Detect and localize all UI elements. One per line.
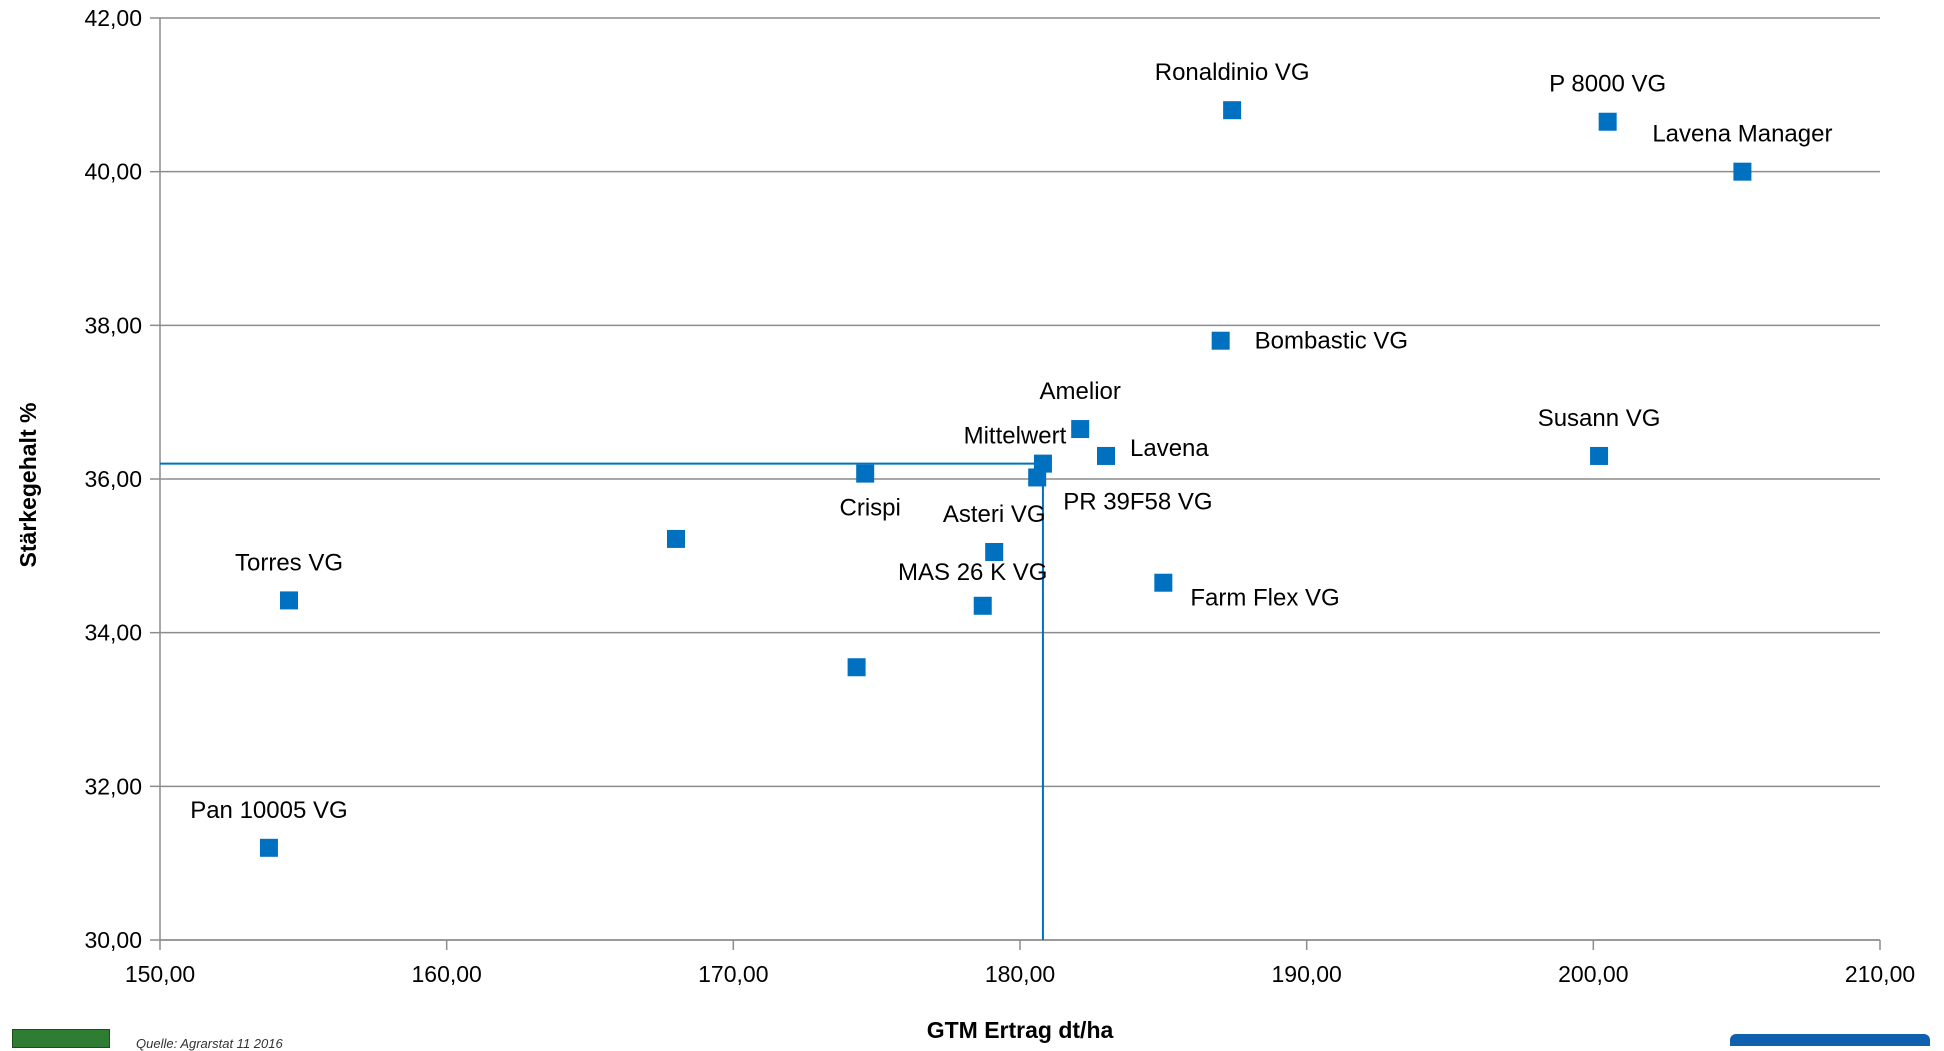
y-tick-label: 30,00	[84, 927, 142, 953]
point-label: Susann VG	[1538, 405, 1661, 432]
scatter-point	[847, 658, 866, 677]
gridlines	[160, 17, 1880, 941]
point-label: PR 39F58 VG	[1063, 488, 1212, 515]
x-tick-label: 200,00	[1558, 961, 1628, 987]
y-tick-label: 38,00	[84, 312, 142, 338]
scatter-point	[1028, 468, 1047, 487]
scatter-point	[1223, 101, 1242, 120]
scatter-point	[1211, 331, 1230, 350]
point-label: MAS 26 K VG	[898, 559, 1047, 586]
tick-labels: 30,00 32,00 34,00 36,00 38,00 40,00 42,00 150,0…	[84, 5, 1915, 987]
point-label: Asteri VG	[943, 501, 1046, 528]
scatter-point	[1154, 573, 1173, 592]
point-label: Farm Flex VG	[1190, 585, 1339, 612]
x-tick-label: 170,00	[698, 961, 768, 987]
scatter-point	[1033, 454, 1052, 473]
point-label: Ronaldinio VG	[1155, 59, 1310, 86]
x-tick-label: 210,00	[1845, 961, 1915, 987]
y-tick-label: 36,00	[84, 466, 142, 492]
x-tick-label: 190,00	[1271, 961, 1341, 987]
data-points	[259, 101, 1752, 857]
scatter-point	[1097, 446, 1115, 465]
brand-logo-right	[1730, 1034, 1930, 1046]
y-axis-title: Stärkegehalt %	[15, 403, 41, 568]
scatter-point	[1733, 162, 1752, 181]
x-tick-label: 180,00	[985, 961, 1055, 987]
reference-lines	[160, 462, 1044, 940]
point-label: Lavena Manager	[1652, 121, 1832, 148]
scatter-point	[667, 529, 685, 548]
y-tick-label: 32,00	[84, 773, 142, 799]
y-tick-label: 40,00	[84, 159, 142, 185]
scatter-point	[259, 838, 278, 857]
scatter-point	[1071, 420, 1090, 439]
scatter-point	[856, 464, 875, 483]
point-label: Crispi	[840, 495, 901, 522]
scatter-point	[1590, 446, 1609, 465]
scatter-point	[985, 542, 1004, 561]
y-tick-label: 42,00	[84, 5, 142, 31]
scatter-point	[1598, 112, 1617, 131]
point-label: Lavena	[1130, 435, 1209, 462]
y-tick-label: 34,00	[84, 620, 142, 646]
x-tick-label: 150,00	[125, 961, 195, 987]
brand-logo-left	[12, 1029, 110, 1048]
point-labels: Ronaldinio VG P 8000 VG Lavena Manager Bomb…	[190, 59, 1832, 824]
point-label: Bombastic VG	[1255, 328, 1408, 355]
point-label: Torres VG	[235, 549, 343, 576]
source-note: Quelle: Agrarstat 11 2016	[136, 1036, 283, 1051]
scatter-point	[973, 596, 992, 615]
point-label: Pan 10005 VG	[190, 797, 347, 824]
x-tick-label: 160,00	[411, 961, 481, 987]
axes	[150, 17, 1881, 950]
point-label: P 8000 VG	[1549, 71, 1666, 98]
point-label: Amelior	[1040, 378, 1121, 405]
point-label: Mittelwert	[964, 423, 1067, 450]
x-axis-title: GTM Ertrag dt/ha	[927, 1017, 1114, 1043]
scatter-point	[280, 591, 298, 610]
